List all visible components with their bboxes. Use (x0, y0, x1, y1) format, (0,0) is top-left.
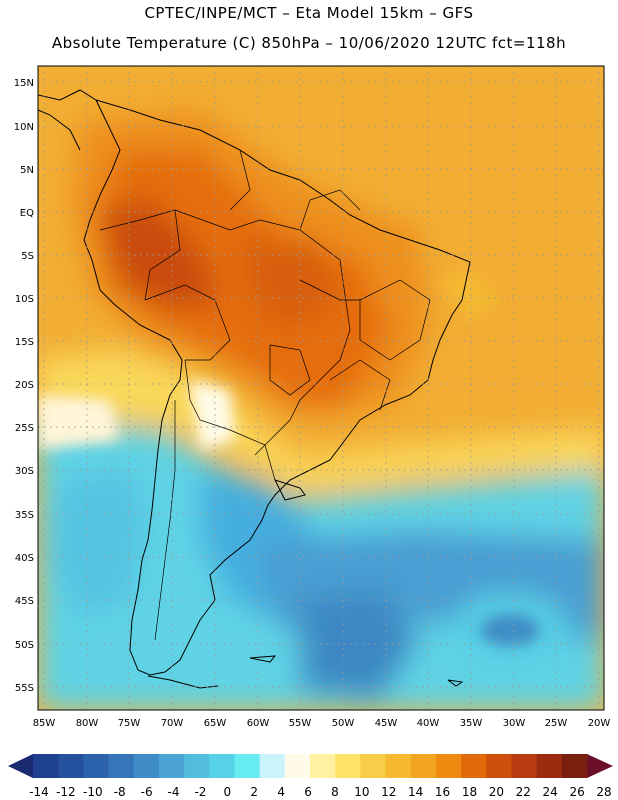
colorbar-tick-label: 18 (462, 785, 477, 799)
lat-lon-grid (38, 66, 604, 710)
colorbar-swatch (234, 754, 261, 778)
colorbar-tick-label: 12 (381, 785, 396, 799)
colorbar-swatch (284, 754, 311, 778)
country-borders (99, 149, 431, 641)
coastlines (38, 89, 471, 689)
colorbar-tick-label: 6 (304, 785, 312, 799)
colorbar-swatch (33, 754, 59, 778)
colorbar-min-arrow (8, 754, 33, 778)
lat-label: 35S (15, 510, 34, 521)
lat-label: 15N (14, 78, 34, 89)
colorbar-tick-label: 8 (331, 785, 339, 799)
lon-label: 55W (289, 718, 312, 729)
colorbar-swatch (310, 754, 336, 778)
longitude-labels: 85W 80W 75W 70W 65W 60W 55W 50W 45W 40W … (33, 718, 611, 729)
lat-label: 50S (15, 640, 34, 651)
lat-label: 20S (15, 380, 34, 391)
colorbar-tick-label: -12 (56, 785, 76, 799)
colorbar-tick-label: 10 (354, 785, 369, 799)
colorbar: -14 -12 -10 -8 -6 -4 -2 0 2 4 6 8 10 12 14 16 18 20 22 24 26… (8, 754, 613, 799)
colorbar-tick-label: -10 (83, 785, 103, 799)
lon-label: 45W (375, 718, 398, 729)
lat-label: 40S (15, 553, 34, 564)
colorbar-swatch (108, 754, 135, 778)
colorbar-swatch (435, 754, 462, 778)
colorbar-tick-label: -8 (114, 785, 126, 799)
colorbar-tick-label: -4 (168, 785, 180, 799)
colorbar-swatch (561, 754, 588, 778)
lon-label: 70W (161, 718, 184, 729)
lat-label: 30S (15, 466, 34, 477)
lat-label: 55S (15, 683, 34, 694)
colorbar-swatch (360, 754, 387, 778)
colorbar-tick-label: 4 (277, 785, 285, 799)
lat-label: 5S (21, 251, 34, 262)
lon-label: 85W (33, 718, 56, 729)
lon-label: 20W (588, 718, 611, 729)
colorbar-tick-label: -6 (141, 785, 153, 799)
lat-label: 10S (15, 294, 34, 305)
colorbar-tick-label: 16 (435, 785, 450, 799)
colorbar-tick-label: 0 (224, 785, 232, 799)
colorbar-tick-label: 28 (596, 785, 611, 799)
lat-label: 25S (15, 423, 34, 434)
lon-label: 50W (332, 718, 355, 729)
colorbar-swatch (83, 754, 110, 778)
colorbar-tick-label: -14 (29, 785, 49, 799)
colorbar-swatch (184, 754, 210, 778)
lat-label: 15S (15, 337, 34, 348)
lon-label: 25W (545, 718, 568, 729)
lon-label: 75W (118, 718, 141, 729)
colorbar-swatch (58, 754, 84, 778)
latitude-labels: 15N 10N 5N EQ 5S 10S 15S 20S 25S 30S 35S… (14, 78, 34, 694)
colorbar-tick-label: 14 (408, 785, 423, 799)
lat-label: 5N (20, 165, 34, 176)
colorbar-swatch (209, 754, 235, 778)
lon-label: 80W (76, 718, 99, 729)
colorbar-tick-label: 24 (543, 785, 558, 799)
colorbar-tick-label: 2 (250, 785, 258, 799)
lat-label: 10N (14, 122, 34, 133)
colorbar-swatch (536, 754, 563, 778)
colorbar-swatch (385, 754, 412, 778)
colorbar-tick-label: -2 (194, 785, 206, 799)
lat-label: 45S (15, 596, 34, 607)
colorbar-tick-label: 20 (489, 785, 504, 799)
colorbar-tick-label: 26 (569, 785, 584, 799)
colorbar-swatch (410, 754, 437, 778)
lon-label: 60W (247, 718, 270, 729)
colorbar-swatch (335, 754, 361, 778)
colorbar-swatch (259, 754, 286, 778)
map-frame (37, 65, 605, 711)
colorbar-swatch (133, 754, 160, 778)
colorbar-swatch (461, 754, 487, 778)
colorbar-tick-label: 22 (516, 785, 531, 799)
lon-label: 40W (417, 718, 440, 729)
colorbar-swatch (511, 754, 538, 778)
map-title-line-1: CPTEC/INPE/MCT – Eta Model 15km – GFS (144, 4, 474, 22)
lat-label: EQ (20, 208, 34, 219)
lon-label: 30W (503, 718, 526, 729)
colorbar-max-arrow (587, 754, 613, 778)
colorbar-swatch (486, 754, 512, 778)
temperature-field (38, 66, 604, 710)
lon-label: 65W (204, 718, 227, 729)
colorbar-swatch (158, 754, 185, 778)
lon-label: 35W (460, 718, 483, 729)
map-title-line-2: Absolute Temperature (C) 850hPa – 10/06/… (51, 34, 567, 52)
